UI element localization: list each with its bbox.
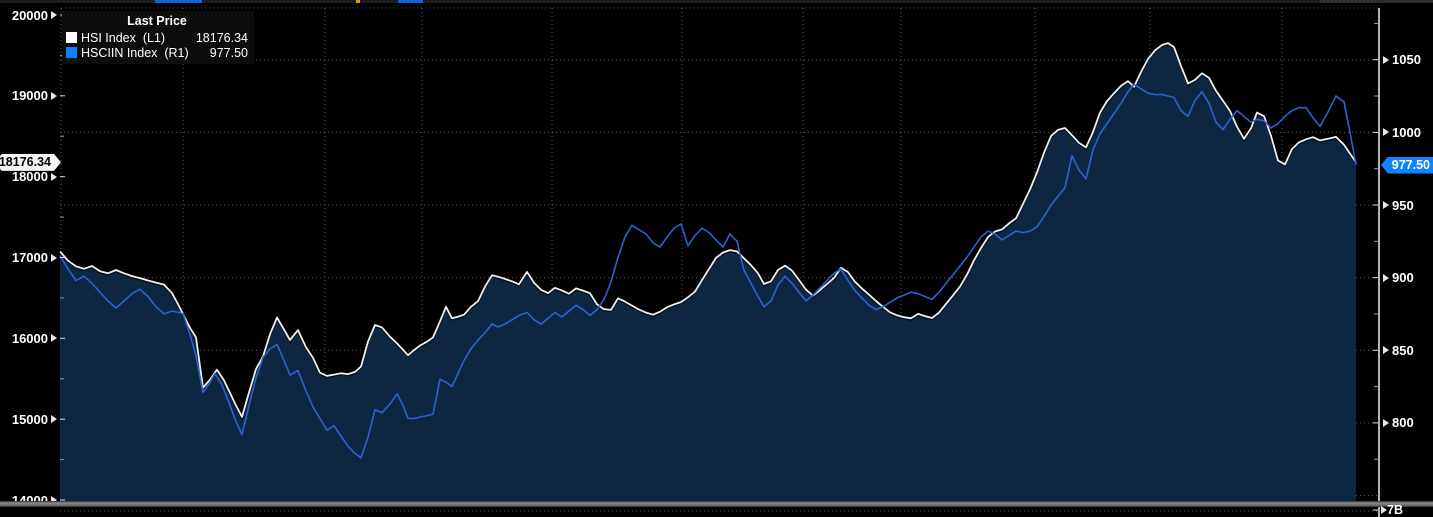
panel-divider-handle[interactable] xyxy=(0,501,1433,507)
hsciin-color-swatch xyxy=(66,47,77,58)
toolbar-button-blue-1[interactable] xyxy=(155,0,202,3)
legend-row-hsi[interactable]: HSI Index (L1) 18176.34 xyxy=(66,30,248,45)
left-axis-tick-label: 18000 xyxy=(0,168,57,185)
hsciin-last-price-text: 977.50 xyxy=(1391,158,1430,172)
hsi-last-price-tag: 18176.34 xyxy=(0,153,61,171)
tick-arrow-icon xyxy=(1383,346,1389,355)
tick-arrow-icon xyxy=(51,91,57,100)
left-axis-tick-label: 17000 xyxy=(0,249,57,266)
right-axis-tick-label: 1050 xyxy=(1383,51,1421,68)
tick-arrow-icon xyxy=(1381,506,1387,514)
tick-arrow-icon xyxy=(1383,201,1389,209)
tick-arrow-icon xyxy=(1383,128,1389,137)
tick-arrow-icon xyxy=(51,415,57,424)
toolbar-segment-right xyxy=(1320,0,1433,3)
left-axis-tick-label: 20000 xyxy=(0,7,57,24)
tick-arrow-icon xyxy=(1383,273,1389,282)
left-axis-tick-label: 15000 xyxy=(0,411,57,428)
cropped-toolbar xyxy=(0,0,1433,3)
tick-arrow-icon xyxy=(51,11,57,19)
hsi-index-line xyxy=(59,42,1357,418)
toolbar-strip-bg xyxy=(0,0,1433,3)
hsi-last-price-text: 18176.34 xyxy=(0,155,51,170)
volume-axis-label: 7B xyxy=(1381,503,1403,517)
tick-arrow-icon xyxy=(51,334,57,343)
tick-arrow-icon xyxy=(51,496,57,504)
right-axis-tick-label: 1000 xyxy=(1383,124,1421,141)
legend-title: Last Price xyxy=(127,14,187,28)
hsciin-last-price-tag: 977.50 xyxy=(1381,156,1433,174)
tick-arrow-icon xyxy=(51,253,57,262)
hsciin-last-value: 977.50 xyxy=(209,45,248,60)
right-axis-tick-label: 850 xyxy=(1383,342,1414,359)
right-axis-tick-label: 950 xyxy=(1383,197,1414,214)
tick-arrow-icon xyxy=(1383,55,1389,64)
legend-row-hsciin[interactable]: HSCIIN Index (R1) 977.50 xyxy=(66,45,248,60)
volume-axis-text: 7B xyxy=(1387,503,1403,517)
hsciin-index-line xyxy=(59,83,1357,459)
toolbar-mini-icon[interactable] xyxy=(356,0,360,3)
legend[interactable]: Last Price HSI Index (L1) 18176.34 HSCII… xyxy=(62,11,254,64)
toolbar-button-blue-2[interactable] xyxy=(398,0,423,3)
hsi-color-swatch xyxy=(66,32,77,43)
tick-arrow-icon xyxy=(1383,418,1389,427)
hsi-last-value: 18176.34 xyxy=(195,30,248,45)
tick-arrow-icon xyxy=(51,172,57,181)
right-axis-tick-label: 800 xyxy=(1383,414,1414,431)
right-axis-tick-label: 900 xyxy=(1383,269,1414,286)
left-axis-tick-label: 19000 xyxy=(0,87,57,104)
hsi-series-label: HSI Index (L1) xyxy=(81,30,166,45)
hsciin-series-label: HSCIIN Index (R1) xyxy=(81,45,189,60)
left-axis-tick-label: 16000 xyxy=(0,330,57,347)
